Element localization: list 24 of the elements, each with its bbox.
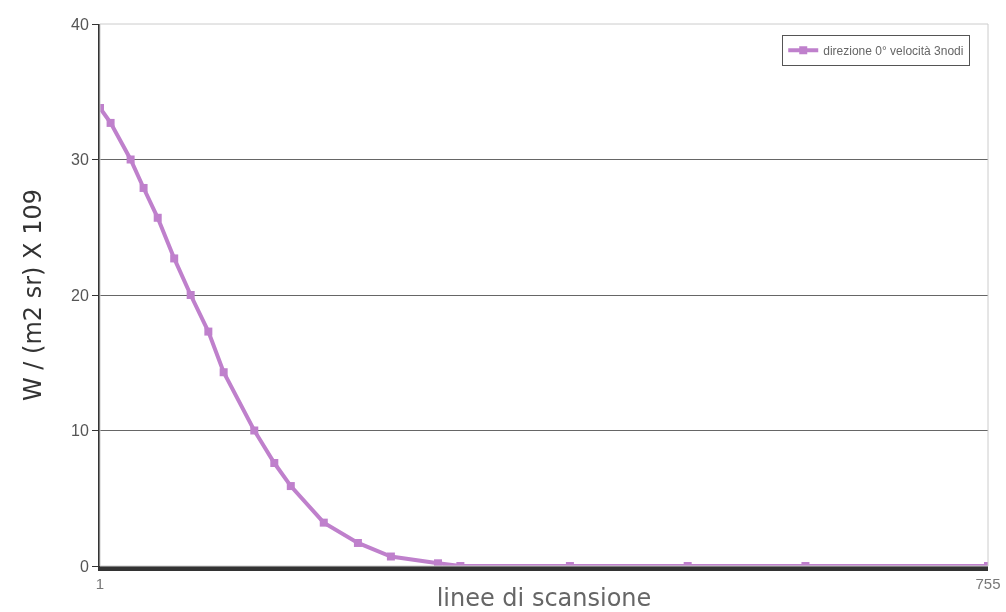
point <box>386 552 395 561</box>
y-tick-label: 20 <box>71 286 89 304</box>
y-tick-label: 10 <box>71 422 89 440</box>
point <box>139 183 148 192</box>
point <box>204 327 213 336</box>
x-tick-label: 755 <box>975 575 1001 592</box>
point <box>270 459 279 468</box>
point <box>170 254 179 263</box>
point <box>153 213 162 222</box>
point <box>106 118 115 127</box>
point <box>286 482 295 491</box>
point <box>126 155 135 164</box>
y-tick-label: 40 <box>71 15 89 33</box>
point <box>186 291 195 299</box>
point <box>219 368 228 377</box>
legend-label: direzione 0° velocità 3nodi <box>823 44 964 59</box>
point <box>353 538 362 547</box>
y-axis-title: W / (m2 sr) X 109 <box>19 189 47 401</box>
y-tick-label: 30 <box>71 151 89 169</box>
point <box>250 426 259 435</box>
point <box>319 518 328 527</box>
x-tick-label: 1 <box>95 575 105 592</box>
x-axis-title: linee di scansione <box>436 584 652 612</box>
y-tick-label: 0 <box>79 557 89 575</box>
